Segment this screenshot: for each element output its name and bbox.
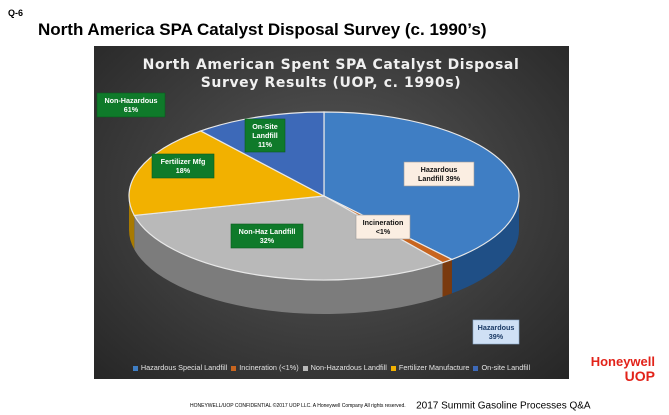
pie-slice-on-site-landfill: [199, 111, 325, 197]
annotation-box: [230, 223, 304, 249]
legend-label: Fertilizer Manufacture: [398, 363, 470, 372]
annotation-2: Incineration<1%: [355, 214, 411, 240]
annotation-text: 39%: [489, 332, 504, 341]
annotation-text: Hazardous: [421, 165, 458, 174]
annotation-text: Non-Hazardous: [104, 96, 157, 105]
legend-swatch: [302, 365, 308, 371]
annotation-text: 18%: [176, 166, 191, 175]
legend-item-non-hazardous-landfill: Non-Hazardous Landfill: [302, 363, 387, 372]
annotation-text: Fertilizer Mfg: [161, 157, 206, 166]
annotation-text: Landfill: [252, 131, 278, 140]
pie-side-incineration-1: [442, 259, 452, 297]
legend-item-on-site-landfill: On-site Landfill: [473, 363, 530, 372]
legend-label: Hazardous Special Landfill: [140, 363, 228, 372]
footer-event: 2017 Summit Gasoline Processes Q&A: [416, 400, 591, 412]
annotation-box: [355, 214, 411, 240]
annotation-text: Landfill 39%: [418, 174, 461, 183]
chart-panel: North American Spent SPA Catalyst Dispos…: [94, 46, 569, 379]
legend-swatch: [132, 365, 138, 371]
legend-item-incineration-1: Incineration (<1%): [231, 363, 299, 372]
pie-side-fertilizer-manufacture: [129, 196, 135, 250]
annotation-text: Incineration: [363, 218, 404, 227]
annotation-text: 32%: [260, 236, 275, 245]
slide-title: North America SPA Catalyst Disposal Surv…: [38, 20, 487, 39]
annotation-text: Hazardous: [478, 323, 515, 332]
slide-id: Q-6: [8, 8, 24, 18]
legend-label: Non-Hazardous Landfill: [310, 363, 387, 372]
chart-title-line-1: North American Spent SPA Catalyst Dispos…: [143, 57, 520, 73]
pie-slice-fertilizer-manufacture: [128, 130, 327, 217]
annotation-text: 11%: [258, 140, 273, 149]
legend-item-hazardous-special-landfill: Hazardous Special Landfill: [132, 363, 228, 372]
annotation-box: [96, 92, 166, 118]
pie-chart: North American Spent SPA Catalyst Dispos…: [96, 57, 520, 345]
legend-swatch: [390, 365, 396, 371]
annotation-box: [244, 118, 286, 153]
chart-title-line-2: Survey Results (UOP, c. 1990s): [201, 75, 462, 91]
annotation-text: Non-Haz Landfill: [239, 227, 296, 236]
legend-swatch: [473, 365, 479, 371]
legend-item-fertilizer-manufacture: Fertilizer Manufacture: [390, 363, 470, 372]
footer: HONEYWELL/UOP CONFIDENTIAL ©2017 UOP LLC…: [190, 397, 591, 415]
logo-uop-text: UOP: [624, 368, 655, 384]
pie-side-non-hazardous-landfill: [134, 215, 443, 315]
logo-honeywell-text: Honeywell: [590, 354, 655, 369]
annotation-box: [151, 153, 215, 179]
footer-confidential: HONEYWELL/UOP CONFIDENTIAL ©2017 UOP LLC…: [190, 402, 406, 409]
chart-legend: Hazardous Special Landfill Incineration (…: [94, 363, 569, 372]
pie-side-hazardous-special-landfill: [451, 196, 519, 294]
annotation-box: [472, 319, 520, 345]
annotation-box: [403, 161, 475, 187]
honeywell-uop-logo: Honeywell UOP: [590, 354, 655, 384]
legend-swatch: [231, 365, 237, 371]
annotation-text: <1%: [376, 227, 391, 236]
annotation-text: 61%: [124, 105, 139, 114]
legend-label: On-site Landfill: [481, 363, 531, 372]
annotation-text: On-Site: [252, 122, 278, 131]
legend-label: Incineration (<1%): [239, 363, 299, 372]
